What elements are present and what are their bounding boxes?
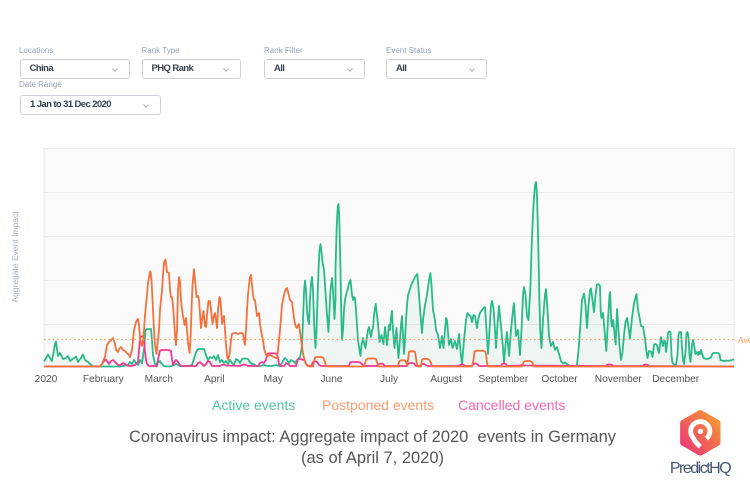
svg-text:Average: Average xyxy=(738,335,750,345)
